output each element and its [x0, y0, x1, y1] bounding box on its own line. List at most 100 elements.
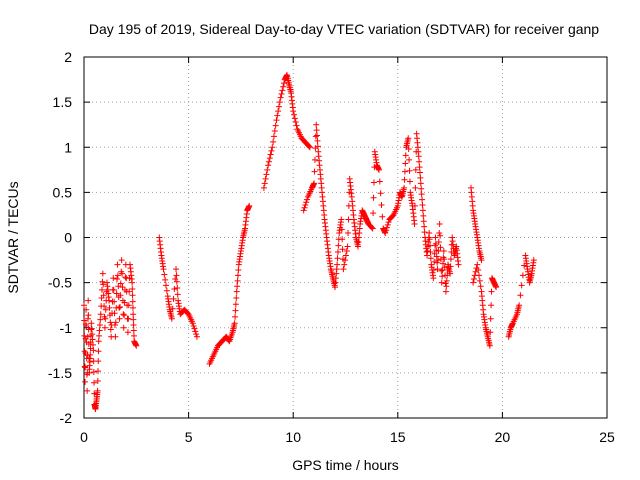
x-tick-label: 20: [495, 429, 511, 445]
data-point: [436, 220, 443, 227]
data-point: [88, 325, 95, 332]
data-point: [470, 276, 477, 283]
data-point: [168, 315, 175, 322]
data-point: [232, 307, 239, 314]
data-point: [106, 297, 113, 304]
data-point: [417, 180, 424, 187]
data-point: [338, 216, 345, 223]
data-point: [193, 331, 200, 338]
data-point: [300, 207, 307, 214]
y-tick-label: 0.5: [53, 184, 73, 200]
data-point: [96, 322, 103, 329]
data-point: [265, 158, 272, 165]
data-point: [335, 242, 342, 249]
data-point: [477, 283, 484, 290]
grid: [84, 57, 607, 418]
data-point: [434, 266, 441, 273]
data-point: [369, 225, 376, 232]
data-point: [82, 364, 89, 371]
data-point: [411, 202, 418, 209]
data-point: [121, 312, 128, 319]
data-point: [311, 168, 318, 175]
data-point: [334, 255, 341, 262]
data-point: [406, 178, 413, 185]
data-point: [174, 285, 181, 292]
data-point: [171, 285, 178, 292]
data-point: [272, 122, 279, 129]
data-point: [266, 155, 273, 162]
data-point: [89, 336, 96, 343]
data-point: [270, 138, 277, 145]
data-point: [87, 351, 94, 358]
data-point: [233, 288, 240, 295]
data-point: [117, 292, 124, 299]
data-point: [416, 169, 423, 176]
data-point: [100, 292, 107, 299]
data-point: [96, 332, 103, 339]
data-point: [301, 204, 308, 211]
data-point: [443, 277, 450, 284]
y-tick-label: -2: [60, 410, 73, 426]
data-point: [95, 338, 102, 345]
x-axis-label: GPS time / hours: [292, 457, 399, 473]
data-point: [426, 229, 433, 236]
data-point: [277, 94, 284, 101]
data-point: [170, 295, 177, 302]
data-point: [383, 224, 390, 231]
data-point: [163, 287, 170, 294]
data-point: [122, 274, 129, 281]
data-point: [339, 236, 346, 243]
data-point: [84, 387, 91, 394]
data-point: [118, 257, 125, 264]
data-point: [85, 297, 92, 304]
data-point: [95, 368, 102, 375]
data-point: [91, 390, 98, 397]
data-point: [427, 248, 434, 255]
data-point: [488, 302, 495, 309]
y-tick-label: 0: [64, 230, 72, 246]
data-point: [370, 179, 377, 186]
data-point: [418, 185, 425, 192]
data-point: [368, 224, 375, 231]
data-point: [442, 280, 449, 287]
x-tick-label: 15: [390, 429, 406, 445]
data-point: [102, 315, 109, 322]
data-point: [90, 368, 97, 375]
data-point: [83, 306, 90, 313]
data-point: [406, 167, 413, 174]
data-point: [412, 166, 419, 173]
data-point: [487, 315, 494, 322]
data-point: [382, 229, 389, 236]
data-point: [516, 302, 523, 309]
data-point: [411, 220, 418, 227]
data-point: [311, 156, 318, 163]
data-point: [95, 348, 102, 355]
data-point: [89, 341, 96, 348]
data-point: [111, 298, 118, 305]
data-point: [488, 288, 495, 295]
data-point: [231, 320, 238, 327]
data-point: [493, 284, 500, 291]
x-tick-label: 0: [80, 429, 88, 445]
data-point: [447, 256, 454, 263]
data-point: [432, 234, 439, 241]
data-point: [519, 272, 526, 279]
data-point: [112, 319, 119, 326]
data-point: [129, 304, 136, 311]
data-points: [81, 72, 537, 412]
data-point: [416, 158, 423, 165]
data-point: [276, 99, 283, 106]
data-point: [431, 258, 438, 265]
data-point: [173, 266, 180, 273]
data-point: [246, 202, 253, 209]
y-tick-label: 1: [64, 139, 72, 155]
data-point: [427, 242, 434, 249]
data-point: [120, 324, 127, 331]
data-point: [385, 219, 392, 226]
data-point: [270, 133, 277, 140]
data-point: [84, 333, 91, 340]
data-point: [112, 333, 119, 340]
data-point: [339, 246, 346, 253]
data-point: [271, 128, 278, 135]
data-point: [193, 333, 200, 340]
